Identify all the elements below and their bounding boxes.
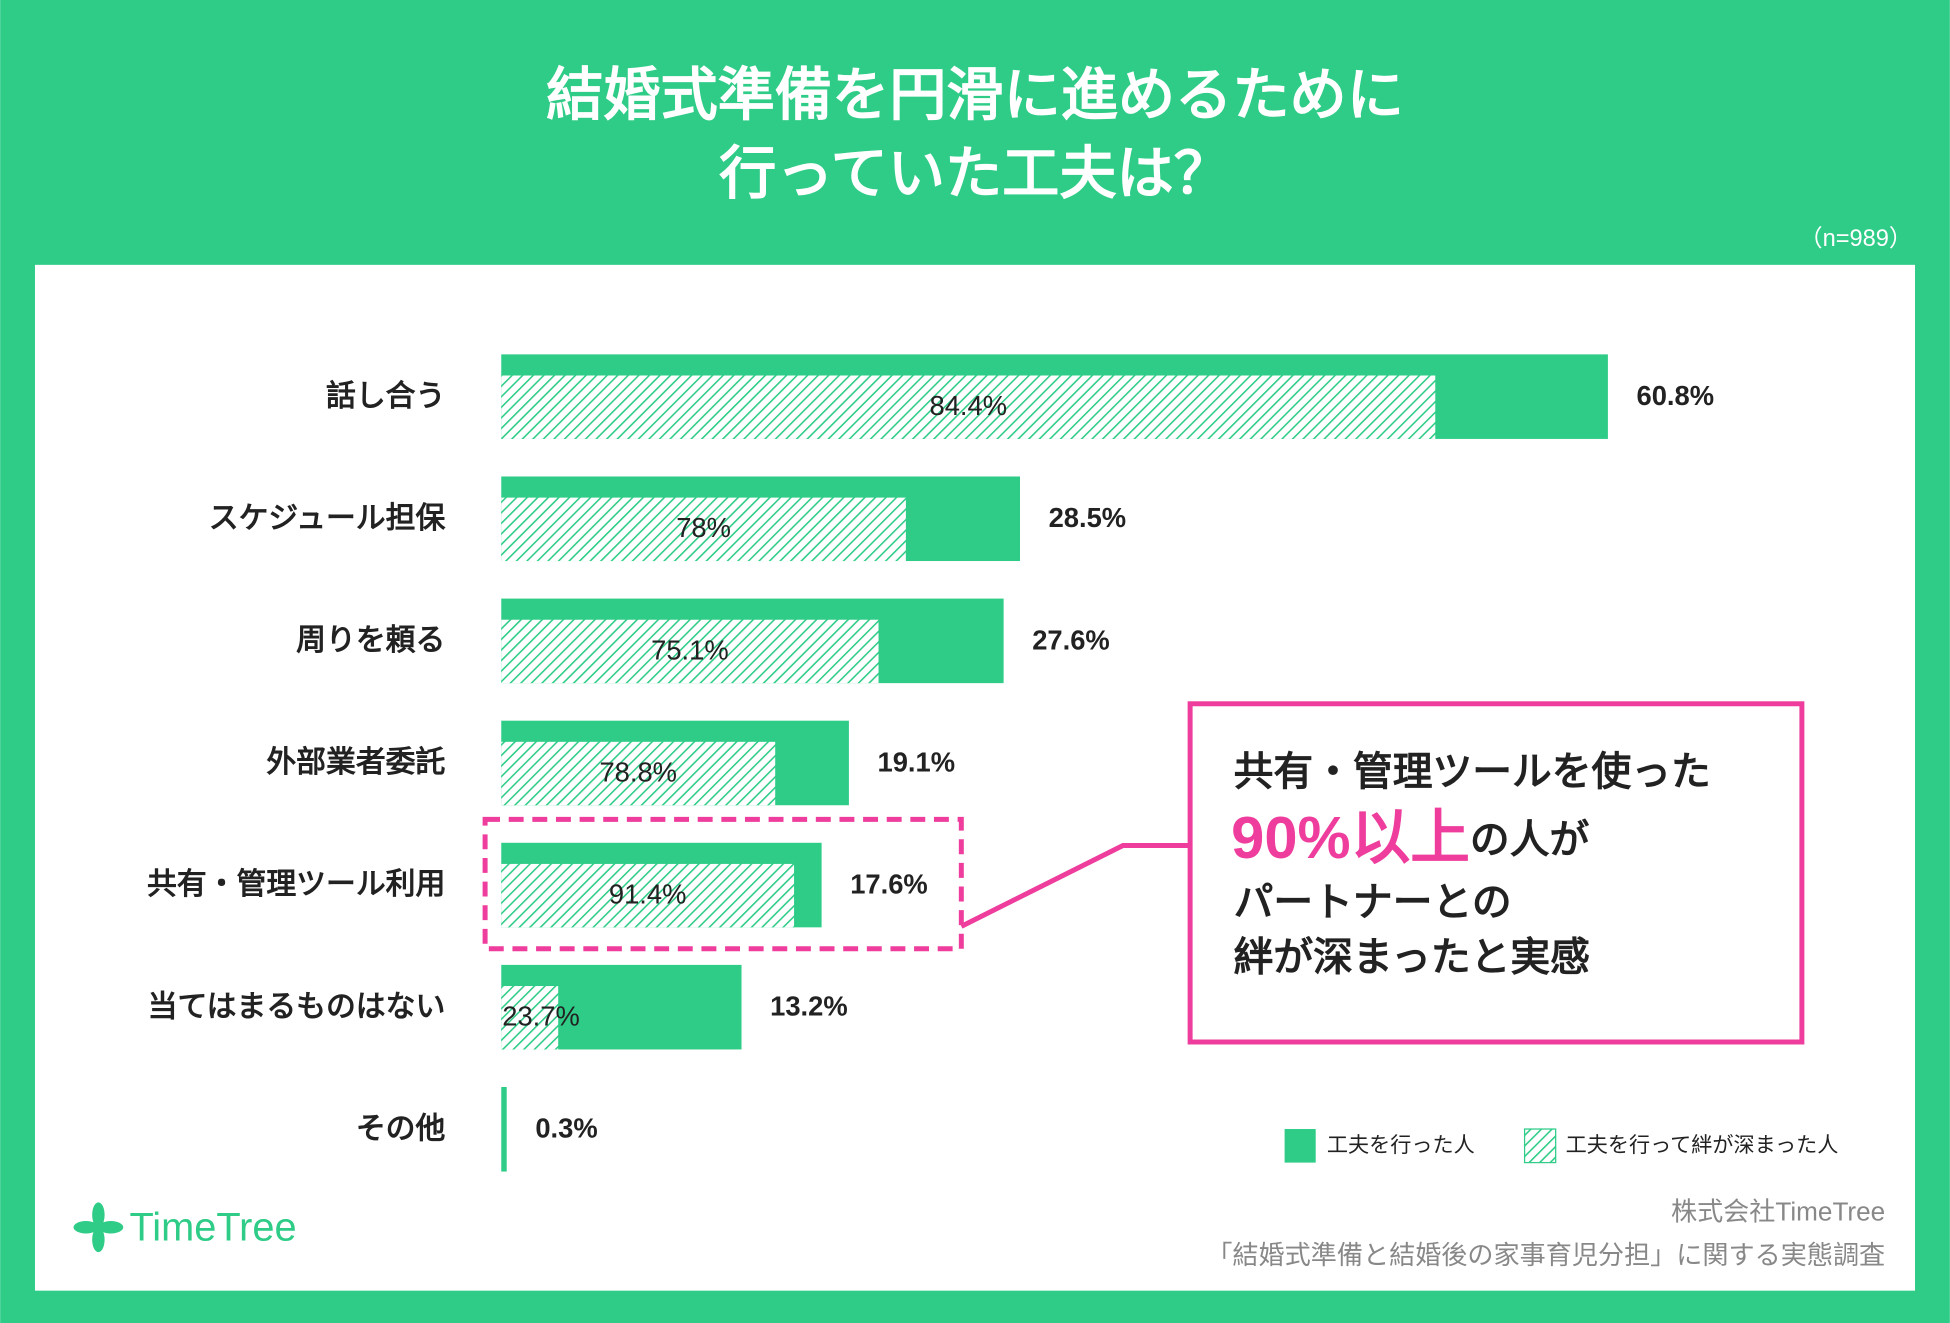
category-label: 周りを頼る	[296, 624, 445, 657]
legend-label: 工夫を行った人	[1327, 1133, 1475, 1157]
value-label: 84.4%	[929, 390, 1007, 421]
value-label: 91.4%	[609, 878, 687, 909]
value-label: 0.3%	[535, 1113, 597, 1144]
callout-text: 共有・管理ツールを使った	[1234, 750, 1711, 794]
bar-hatched	[501, 863, 795, 928]
legend-swatch	[1284, 1129, 1316, 1163]
bar-hatched	[501, 375, 1436, 439]
category-label: 当てはまるものはない	[148, 990, 446, 1023]
category-label: 外部業者委託	[266, 745, 445, 779]
value-label: 19.1%	[878, 746, 956, 777]
bar-hatched	[501, 741, 776, 806]
value-label: 60.8%	[1637, 380, 1715, 411]
legend-swatch	[1523, 1128, 1557, 1164]
bar-hatched	[501, 619, 879, 684]
bar	[501, 1086, 507, 1172]
callout-box	[1187, 701, 1805, 1045]
highlight-box	[482, 816, 964, 952]
value-label: 17.6%	[850, 869, 928, 900]
value-label: 75.1%	[651, 634, 729, 665]
legend: 工夫を行った人 工夫を行って絆が深まった人	[1284, 1128, 1839, 1164]
connector	[960, 843, 1191, 929]
value-label: 13.2%	[770, 991, 848, 1022]
category-label: その他	[356, 1112, 446, 1145]
logo: TimeTree	[73, 1202, 297, 1253]
value-label: 28.5%	[1049, 502, 1127, 533]
bar-hatched	[501, 497, 906, 562]
value-label: 78%	[676, 512, 731, 543]
category-label: 共有・管理ツール利用	[147, 868, 445, 901]
chart-title: 行っていた工夫は？	[719, 142, 1231, 206]
callout-text: 絆が深まったと実感	[1234, 935, 1590, 979]
callout-text: の人が	[1470, 817, 1590, 861]
value-label: 78.8%	[599, 756, 677, 787]
value-label: 27.6%	[1032, 624, 1110, 655]
legend-label: 工夫を行って絆が深まった人	[1566, 1133, 1839, 1157]
subtitle: （n=989）	[1799, 226, 1913, 252]
bar-hatched	[501, 986, 559, 1050]
callout-text: 90%以上の人が	[1231, 804, 1589, 871]
source: 株式会社TimeTree	[1671, 1196, 1885, 1226]
callout-text: パートナーとの	[1234, 881, 1512, 925]
value-label: 23.7%	[502, 1001, 580, 1032]
callout-highlight: 90%以上	[1231, 804, 1470, 871]
logo-text: TimeTree	[129, 1205, 296, 1249]
category-label: スケジュール担保	[209, 502, 447, 535]
chart-title: 結婚式準備を円滑に進めるために	[546, 64, 1404, 128]
source: 「結婚式準備と結婚後の家事育児分担」に関する実態調査	[1206, 1240, 1885, 1270]
bars: 話し合う 60.8% 84.4% スケジュール担保 28.5% 78% 周りを頼る 27.6%…	[147, 354, 1715, 1172]
category-label: 話し合う	[326, 379, 445, 413]
